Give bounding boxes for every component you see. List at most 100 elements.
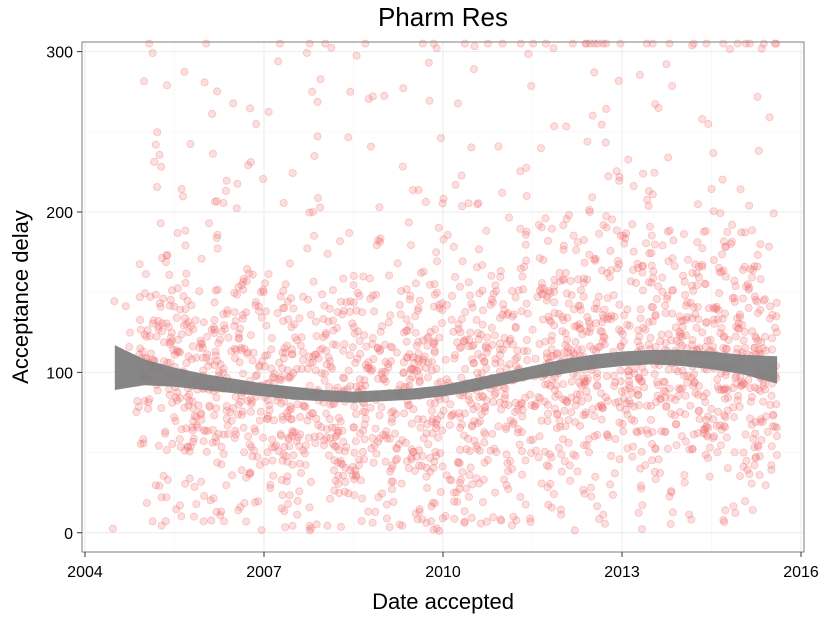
data-point bbox=[500, 333, 509, 342]
data-point bbox=[247, 397, 256, 406]
data-point bbox=[292, 336, 301, 345]
data-point bbox=[629, 442, 638, 451]
data-point bbox=[567, 291, 576, 300]
data-point bbox=[368, 333, 377, 342]
data-point bbox=[234, 334, 243, 343]
data-point bbox=[396, 381, 405, 390]
data-point bbox=[772, 423, 781, 432]
data-point bbox=[578, 345, 587, 354]
data-point bbox=[629, 402, 638, 411]
data-point bbox=[177, 184, 186, 193]
data-point bbox=[554, 390, 563, 399]
data-point bbox=[217, 442, 226, 451]
data-point bbox=[429, 339, 438, 348]
data-point bbox=[230, 434, 239, 443]
data-point bbox=[566, 476, 575, 485]
data-point bbox=[502, 340, 511, 349]
data-point bbox=[639, 323, 648, 332]
data-point bbox=[222, 414, 231, 423]
data-point bbox=[490, 331, 499, 340]
data-point bbox=[398, 436, 407, 445]
data-point bbox=[567, 393, 576, 402]
data-point bbox=[331, 423, 340, 432]
data-point bbox=[644, 429, 653, 438]
data-point bbox=[603, 430, 612, 439]
data-point bbox=[239, 369, 248, 378]
data-point bbox=[473, 200, 482, 209]
data-point bbox=[622, 405, 631, 414]
data-point bbox=[496, 267, 505, 276]
data-point bbox=[633, 428, 642, 437]
data-point bbox=[698, 262, 707, 271]
data-point bbox=[157, 162, 166, 171]
data-point bbox=[760, 295, 769, 304]
data-point bbox=[376, 234, 385, 243]
data-point bbox=[704, 423, 713, 432]
data-point bbox=[311, 317, 320, 326]
data-point bbox=[340, 447, 349, 456]
data-point bbox=[165, 301, 174, 310]
data-point bbox=[281, 452, 290, 461]
data-point bbox=[350, 491, 359, 500]
data-point bbox=[498, 188, 507, 197]
data-point bbox=[287, 431, 296, 440]
data-point bbox=[589, 345, 598, 354]
data-point bbox=[142, 332, 151, 341]
data-point bbox=[236, 397, 245, 406]
data-point bbox=[238, 311, 247, 320]
data-point bbox=[748, 226, 757, 235]
data-point bbox=[620, 311, 629, 320]
data-point bbox=[522, 335, 531, 344]
data-point bbox=[234, 282, 243, 291]
data-point bbox=[722, 344, 731, 353]
data-point bbox=[641, 461, 650, 470]
data-point bbox=[358, 447, 367, 456]
data-point bbox=[633, 337, 642, 346]
data-point bbox=[403, 326, 412, 335]
data-point bbox=[603, 294, 612, 303]
data-point bbox=[769, 410, 778, 419]
data-point bbox=[408, 365, 417, 374]
data-point bbox=[173, 228, 182, 237]
data-point bbox=[350, 448, 359, 457]
data-point bbox=[457, 343, 466, 352]
data-point bbox=[279, 304, 288, 313]
data-point bbox=[552, 381, 561, 390]
data-point bbox=[407, 445, 416, 454]
data-point bbox=[689, 303, 698, 312]
data-point bbox=[133, 396, 142, 405]
data-point bbox=[435, 300, 444, 309]
data-point bbox=[553, 409, 562, 418]
data-point bbox=[759, 397, 768, 406]
data-point bbox=[569, 349, 578, 358]
data-point bbox=[378, 322, 387, 331]
data-point bbox=[754, 443, 763, 452]
data-point bbox=[527, 82, 536, 91]
data-point bbox=[636, 314, 645, 323]
data-point bbox=[618, 419, 627, 428]
data-point bbox=[592, 373, 601, 382]
data-point bbox=[698, 115, 707, 124]
data-point bbox=[298, 348, 307, 357]
data-point bbox=[600, 519, 609, 528]
data-point bbox=[288, 428, 297, 437]
data-point bbox=[637, 426, 646, 435]
data-point bbox=[588, 111, 597, 120]
data-point bbox=[465, 396, 474, 405]
data-point bbox=[714, 263, 723, 272]
data-point bbox=[535, 220, 544, 229]
x-tick-label: 2007 bbox=[246, 564, 282, 581]
data-point bbox=[491, 281, 500, 290]
data-point bbox=[666, 394, 675, 403]
data-point bbox=[418, 336, 427, 345]
data-point bbox=[602, 212, 611, 221]
data-point bbox=[160, 357, 169, 366]
data-point bbox=[744, 285, 753, 294]
data-point bbox=[447, 412, 456, 421]
data-point bbox=[635, 332, 644, 341]
data-point bbox=[449, 488, 458, 497]
data-point bbox=[415, 505, 424, 514]
data-point bbox=[586, 39, 595, 48]
data-point bbox=[288, 350, 297, 359]
data-point bbox=[146, 349, 155, 358]
